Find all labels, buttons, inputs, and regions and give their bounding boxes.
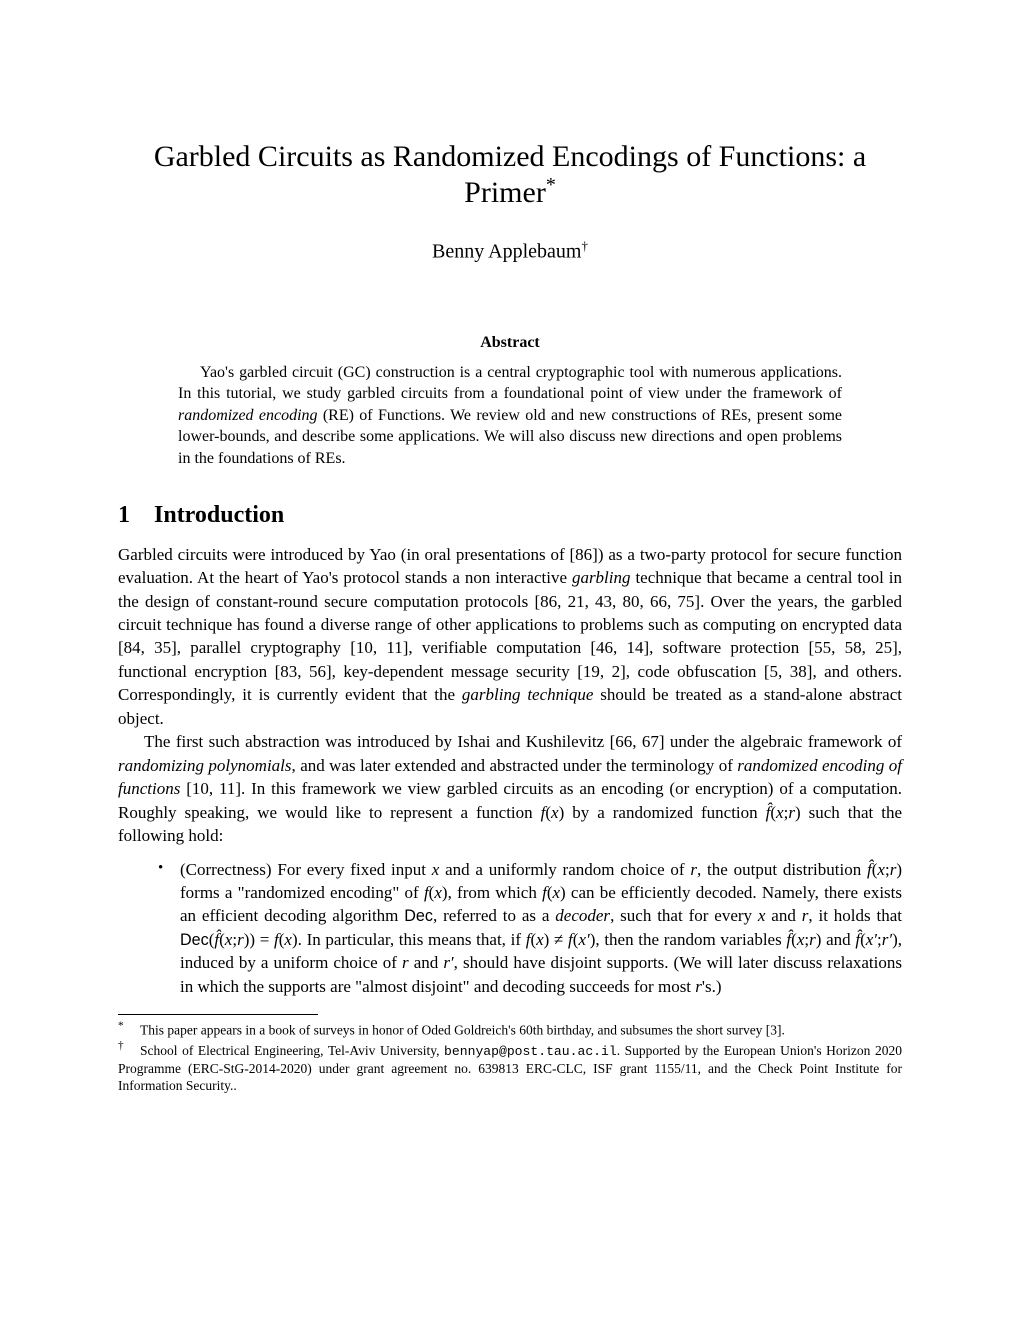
footnote2-text: School of Electrical Engineering, Tel-Av…	[118, 1043, 902, 1094]
p2-text: The first such abstraction was introduce…	[118, 732, 902, 845]
paper-title: Garbled Circuits as Randomized Encodings…	[118, 140, 902, 210]
paper-page: Garbled Circuits as Randomized Encodings…	[0, 0, 1020, 1320]
title-text: Garbled Circuits as Randomized Encodings…	[154, 140, 866, 209]
intro-paragraph-1: Garbled circuits were introduced by Yao …	[118, 543, 902, 731]
section-title: Introduction	[154, 502, 284, 528]
abstract-text-1: Yao's garbled circuit (GC) construction …	[178, 364, 842, 467]
author-line: Benny Applebaum†	[118, 238, 902, 264]
intro-paragraph-2: The first such abstraction was introduce…	[118, 730, 902, 847]
footnote-rule	[118, 1014, 318, 1015]
section-heading: 1 Introduction	[118, 502, 902, 529]
section-number: 1	[118, 502, 130, 529]
abstract-heading: Abstract	[118, 334, 902, 352]
author-name: Benny Applebaum	[432, 241, 581, 263]
author-footnote-mark: †	[581, 238, 588, 253]
footnote1-mark: *	[118, 1020, 124, 1032]
title-footnote-mark: *	[546, 174, 556, 196]
footnote1-text: This paper appears in a book of surveys …	[140, 1023, 785, 1038]
p1-text: Garbled circuits were introduced by Yao …	[118, 545, 902, 728]
abstract-body: Yao's garbled circuit (GC) construction …	[178, 362, 842, 470]
footnote-2: †School of Electrical Engineering, Tel-A…	[118, 1039, 902, 1095]
footnote-1: * This paper appears in a book of surveys…	[118, 1019, 902, 1039]
footnote2-mark: †	[118, 1040, 124, 1052]
bullet-correctness: (Correctness) For every fixed input x an…	[158, 858, 902, 999]
